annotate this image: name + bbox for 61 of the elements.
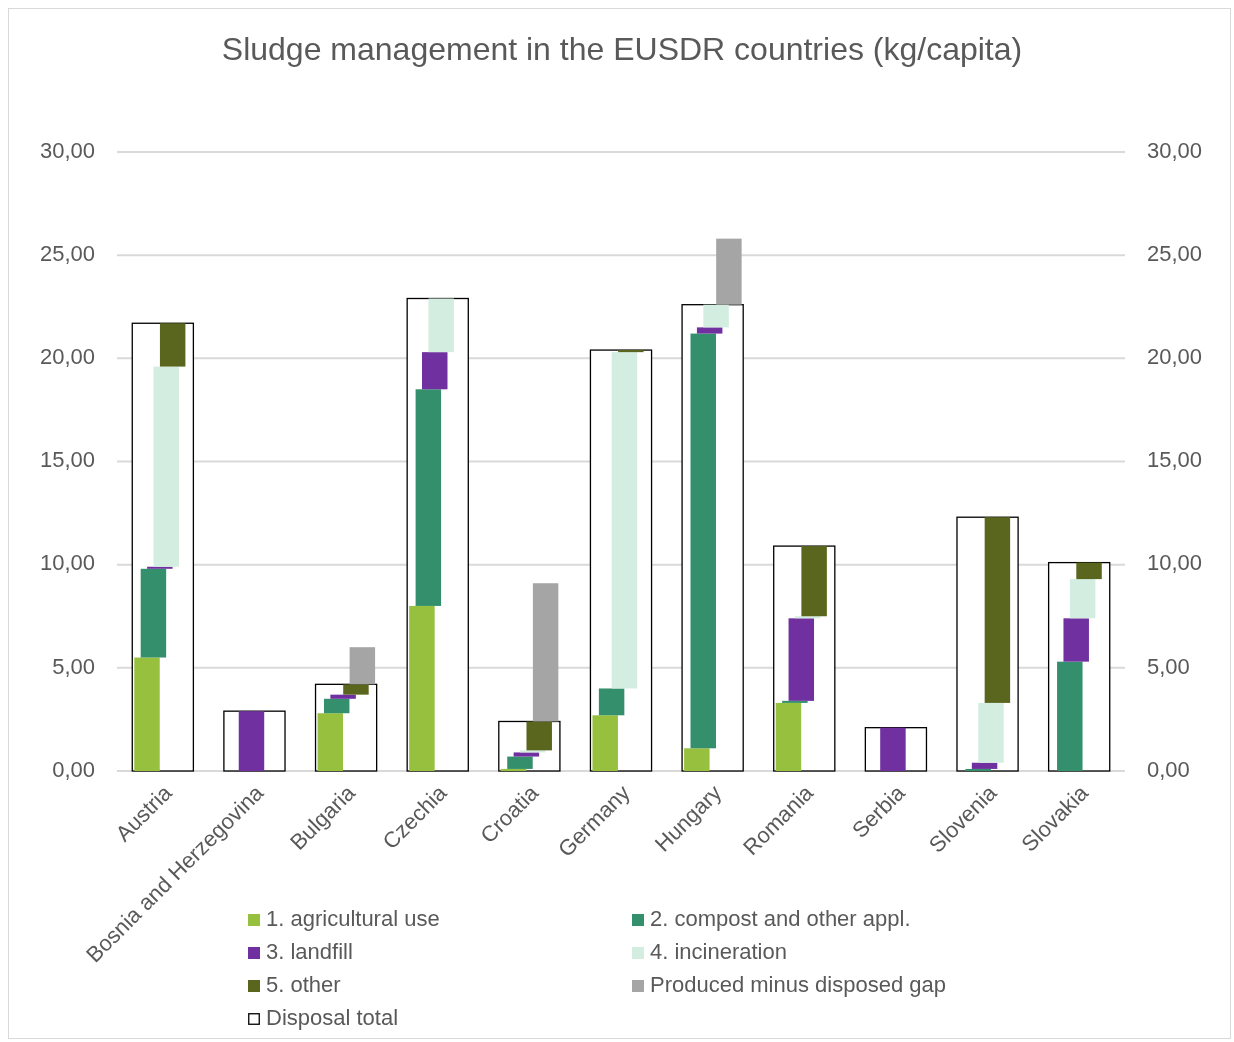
bar	[147, 566, 173, 569]
bar	[984, 517, 1011, 703]
bar	[978, 702, 1004, 763]
y-tick-label: 15,00	[39, 447, 95, 473]
bar	[513, 752, 540, 757]
bar	[428, 298, 454, 353]
y2-tick-label: 0,00	[1147, 756, 1190, 782]
bar	[526, 721, 552, 751]
y-tick-label: 5,00	[52, 653, 95, 679]
bar	[153, 366, 179, 567]
bar	[1057, 661, 1083, 771]
bar	[971, 762, 998, 769]
bar	[317, 713, 344, 771]
bar	[684, 748, 710, 771]
legend-label: 2. compost and other appl.	[650, 905, 911, 931]
bar	[140, 568, 167, 658]
bar	[782, 700, 808, 703]
y2-tick-label: 10,00	[1147, 550, 1203, 576]
bar	[422, 352, 448, 390]
bar	[696, 327, 723, 334]
bar	[409, 605, 435, 771]
bar	[415, 389, 442, 606]
bar	[520, 750, 546, 753]
bar	[349, 647, 376, 685]
bar	[500, 768, 527, 771]
y-tick-label: 0,00	[52, 756, 95, 782]
legend-label: Disposal total	[266, 1004, 399, 1030]
y-tick-label: 30,00	[39, 137, 95, 163]
y2-tick-label: 5,00	[1147, 653, 1190, 679]
legend-label: 5. other	[266, 971, 341, 997]
bar	[330, 694, 356, 699]
y-tick-label: 25,00	[39, 240, 95, 266]
bar	[598, 688, 625, 716]
bar	[1069, 579, 1096, 619]
legend-label: 3. landfill	[266, 938, 353, 964]
bar	[788, 618, 815, 701]
bar	[1063, 618, 1089, 662]
y2-tick-label: 30,00	[1147, 137, 1203, 163]
y2-tick-label: 15,00	[1147, 447, 1203, 473]
bar	[703, 304, 729, 328]
bar	[1076, 562, 1102, 580]
bar	[716, 238, 742, 305]
chart-title: Sludge management in the EUSDR countries (kg/capita)	[221, 31, 1023, 68]
bar	[159, 323, 186, 367]
bar	[343, 684, 369, 695]
bar	[134, 657, 160, 771]
y2-tick-label: 20,00	[1147, 344, 1203, 370]
bar	[592, 715, 618, 771]
bar	[618, 350, 644, 353]
legend-label: 4. incineration	[650, 938, 787, 964]
legend-label: Produced minus disposed gap	[650, 971, 946, 997]
bar	[507, 756, 533, 769]
bar	[323, 698, 350, 714]
y2-tick-label: 25,00	[1147, 240, 1203, 266]
bar	[801, 546, 827, 617]
bar	[775, 702, 802, 771]
y-tick-label: 20,00	[39, 344, 95, 370]
y-tick-label: 10,00	[39, 550, 95, 576]
bar	[965, 768, 991, 771]
bar	[794, 616, 821, 619]
legend-label: 1. agricultural use	[266, 905, 440, 931]
